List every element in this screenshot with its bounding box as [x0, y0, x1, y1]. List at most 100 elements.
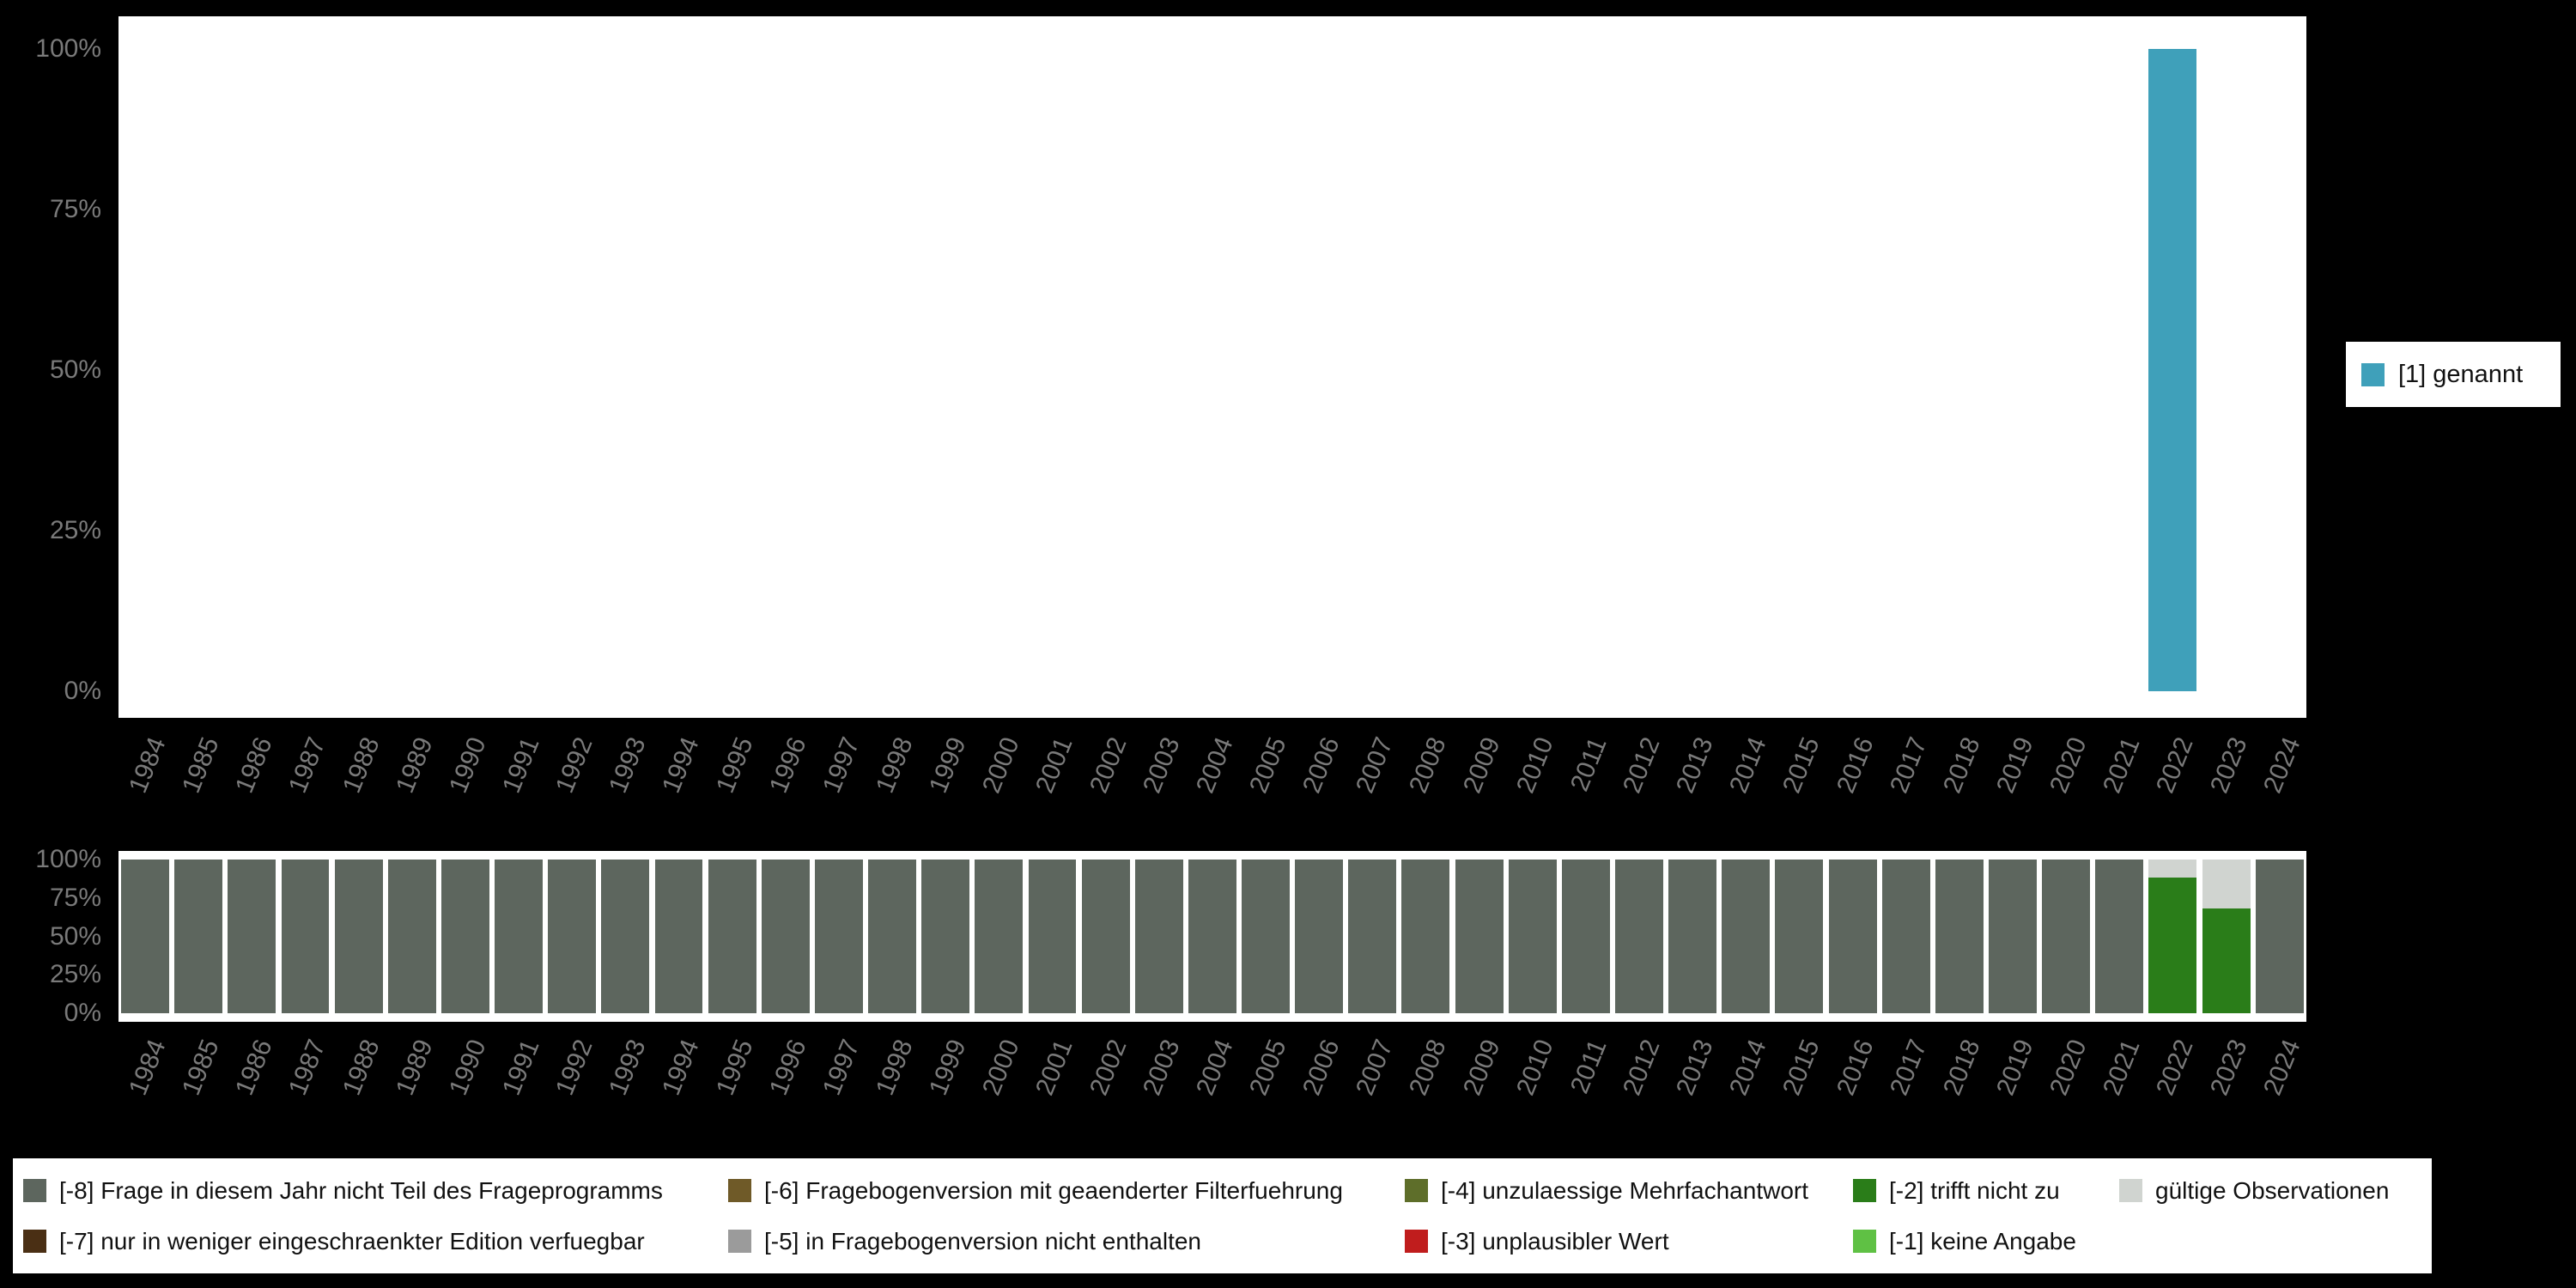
y-tick-label: 25% [49, 960, 101, 989]
x-tick-slot: 1987 [278, 726, 331, 825]
bar-segment [1455, 860, 1504, 1013]
x-tick-label-year: 1997 [817, 1036, 866, 1100]
bar-segment [1508, 860, 1557, 1013]
answer-share-chart-panel [118, 16, 2306, 718]
x-tick-label-year: 1985 [177, 1036, 225, 1100]
bar-1985 [172, 49, 225, 691]
x-tick-slot: 1997 [812, 726, 866, 825]
x-tick-label-year: 1986 [230, 733, 278, 798]
bar-segment [2148, 49, 2197, 691]
x-tick-slot: 1994 [652, 726, 705, 825]
bar-2009 [1453, 860, 1506, 1013]
x-tick-label-year: 1989 [390, 733, 439, 798]
bar-segment [2148, 878, 2197, 1013]
bar-2002 [1079, 860, 1133, 1013]
x-tick-slot: 2015 [1772, 726, 1826, 825]
bar-1988 [332, 860, 386, 1013]
bar-2019 [1986, 860, 2039, 1013]
bar-segment [761, 860, 810, 1013]
bar-2016 [1826, 49, 1880, 691]
bar-2014 [1719, 860, 1772, 1013]
x-tick-slot: 1984 [118, 726, 172, 825]
bar-segment [814, 860, 863, 1013]
x-tick-slot: 1986 [225, 1029, 278, 1127]
x-tick-slot: 1990 [439, 726, 492, 825]
x-tick-slot: 2013 [1666, 1029, 1719, 1127]
x-tick-label-year: 1996 [763, 733, 812, 798]
bar-segment [1134, 860, 1183, 1013]
bar-2014 [1719, 49, 1772, 691]
x-tick-slot: 2001 [1025, 1029, 1078, 1127]
x-tick-slot: 2000 [972, 726, 1025, 825]
x-tick-slot: 1997 [812, 1029, 866, 1127]
legend-item--4: [-4] unzulaessige Mehrfachantwort [1405, 1177, 1853, 1205]
x-tick-label-year: 2014 [1724, 1036, 1772, 1100]
bar-2002 [1079, 49, 1133, 691]
x-tick-label-year: 1999 [924, 1036, 972, 1100]
x-tick-slot: 1988 [332, 1029, 386, 1127]
x-tick-label-year: 2008 [1404, 1036, 1453, 1100]
missing-codes-plot-area [118, 860, 2306, 1013]
x-tick-slot: 1995 [706, 1029, 759, 1127]
y-tick-label: 100% [35, 34, 101, 63]
bar-1994 [652, 49, 705, 691]
bar-segment [1722, 860, 1771, 1013]
bar-2024 [2253, 860, 2306, 1013]
x-tick-slot: 2018 [1933, 726, 1986, 825]
y-tick-label: 0% [64, 999, 101, 1027]
x-tick-slot: 2003 [1133, 1029, 1186, 1127]
bar-2015 [1772, 860, 1826, 1013]
legend-label: gültige Observationen [2155, 1176, 2390, 1204]
bar-2012 [1613, 860, 1666, 1013]
x-tick-slot: 1988 [332, 726, 386, 825]
legend-label: [-4] unzulaessige Mehrfachantwort [1441, 1176, 1808, 1204]
x-tick-label-year: 2024 [2257, 733, 2306, 798]
x-tick-slot: 1993 [598, 726, 652, 825]
x-tick-label-year: 2019 [1990, 1036, 2039, 1100]
x-tick-label-year: 2010 [1510, 1036, 1559, 1100]
x-tick-label-year: 1985 [177, 733, 225, 798]
x-tick-slot: 2014 [1719, 726, 1772, 825]
x-tick-slot: 2020 [2039, 726, 2093, 825]
bar-segment [1935, 860, 1984, 1013]
bar-segment [2255, 860, 2304, 1013]
bar-2020 [2039, 49, 2093, 691]
x-tick-label-year: 2017 [1884, 1036, 1933, 1100]
x-tick-label-year: 1986 [230, 1036, 278, 1100]
x-tick-slot: 2022 [2146, 1029, 2199, 1127]
x-tick-slot: 2021 [2093, 726, 2146, 825]
bar-segment [121, 860, 170, 1013]
x-tick-label-year: 2017 [1884, 733, 1933, 798]
x-tick-label-year: 2007 [1351, 733, 1399, 798]
x-tick-slot: 2014 [1719, 1029, 1772, 1127]
x-tick-label-year: 1987 [283, 1036, 332, 1100]
bar-1992 [545, 49, 598, 691]
bar-2015 [1772, 49, 1826, 691]
bar-2000 [972, 49, 1025, 691]
bar-2006 [1292, 49, 1346, 691]
bar-1998 [866, 860, 919, 1013]
x-tick-slot: 2009 [1453, 726, 1506, 825]
bar-1999 [919, 860, 972, 1013]
bar-2023 [2199, 49, 2252, 691]
bar-segment [2202, 908, 2251, 1013]
x-tick-slot: 2023 [2199, 726, 2253, 825]
legend-item-valid: gültige Observationen [2119, 1177, 2432, 1205]
legend-label: [-1] keine Angabe [1889, 1227, 2076, 1255]
x-tick-label-year: 2003 [1137, 1036, 1186, 1100]
x-tick-label-year: 1995 [710, 1036, 759, 1100]
answer-share-plot-area [118, 49, 2306, 691]
x-tick-label-year: 1999 [924, 733, 972, 798]
legend-item--8: [-8] Frage in diesem Jahr nicht Teil des… [23, 1177, 728, 1205]
x-tick-label-year: 1984 [124, 733, 172, 798]
x-tick-slot: 2006 [1292, 726, 1346, 825]
x-tick-slot: 2005 [1239, 726, 1292, 825]
x-tick-slot: 1991 [492, 1029, 545, 1127]
bar-2019 [1986, 49, 2039, 691]
bar-segment [2202, 860, 2251, 909]
x-tick-label-year: 2004 [1190, 733, 1239, 798]
bar-1999 [919, 49, 972, 691]
legend-swatch [1853, 1230, 1876, 1253]
missing-codes-x-axis: 1984 1985 1986 1987 1988 1989 1990 1991 1992 1993… [118, 1029, 2306, 1127]
x-tick-slot: 1985 [172, 726, 225, 825]
